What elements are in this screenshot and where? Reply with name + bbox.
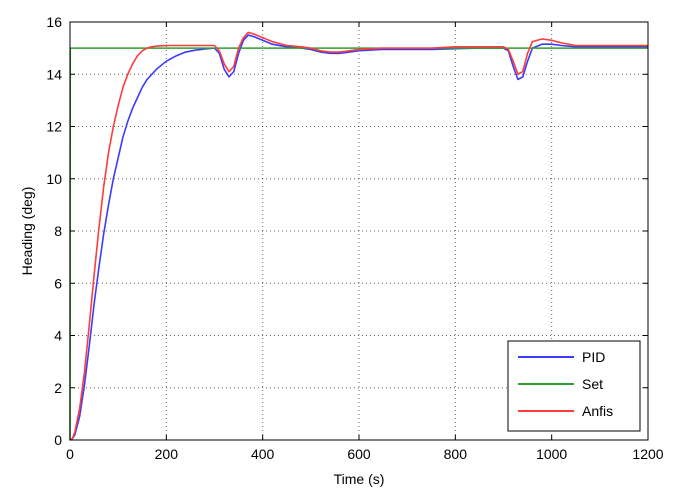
y-tick-label: 4 — [54, 328, 62, 344]
y-tick-label: 2 — [54, 380, 62, 396]
tick-labels: 0 200 400 600 800 1000 1200 0 2 4 6 8 10 12 14 16 — [46, 14, 663, 462]
ticks — [69, 21, 649, 441]
y-tick-label: 6 — [54, 275, 62, 291]
legend-box — [507, 340, 641, 432]
x-axis-label: Time (s) — [334, 471, 385, 487]
x-tick-label: 0 — [66, 446, 74, 462]
y-tick-label: 12 — [46, 119, 62, 135]
y-tick-label: 8 — [54, 223, 62, 239]
series-line-anfis — [69, 31, 648, 441]
y-tick-label: 10 — [46, 171, 62, 187]
x-tick-label: 200 — [155, 446, 179, 462]
x-tick-label: 600 — [347, 446, 371, 462]
legend: PID Set Anfis — [507, 340, 641, 432]
x-tick-label: 400 — [251, 446, 275, 462]
x-tick-label: 1000 — [536, 446, 567, 462]
legend-label-anfis: Anfis — [582, 403, 613, 419]
y-tick-label: 14 — [46, 66, 62, 82]
y-tick-label: 0 — [54, 432, 62, 448]
x-tick-label: 1200 — [632, 446, 663, 462]
y-axis-label: Heading (deg) — [19, 187, 35, 276]
y-tick-label: 16 — [46, 14, 62, 30]
legend-label-set: Set — [582, 376, 603, 392]
x-tick-label: 800 — [444, 446, 468, 462]
series-line-pid — [69, 34, 648, 441]
legend-label-pid: PID — [582, 349, 605, 365]
